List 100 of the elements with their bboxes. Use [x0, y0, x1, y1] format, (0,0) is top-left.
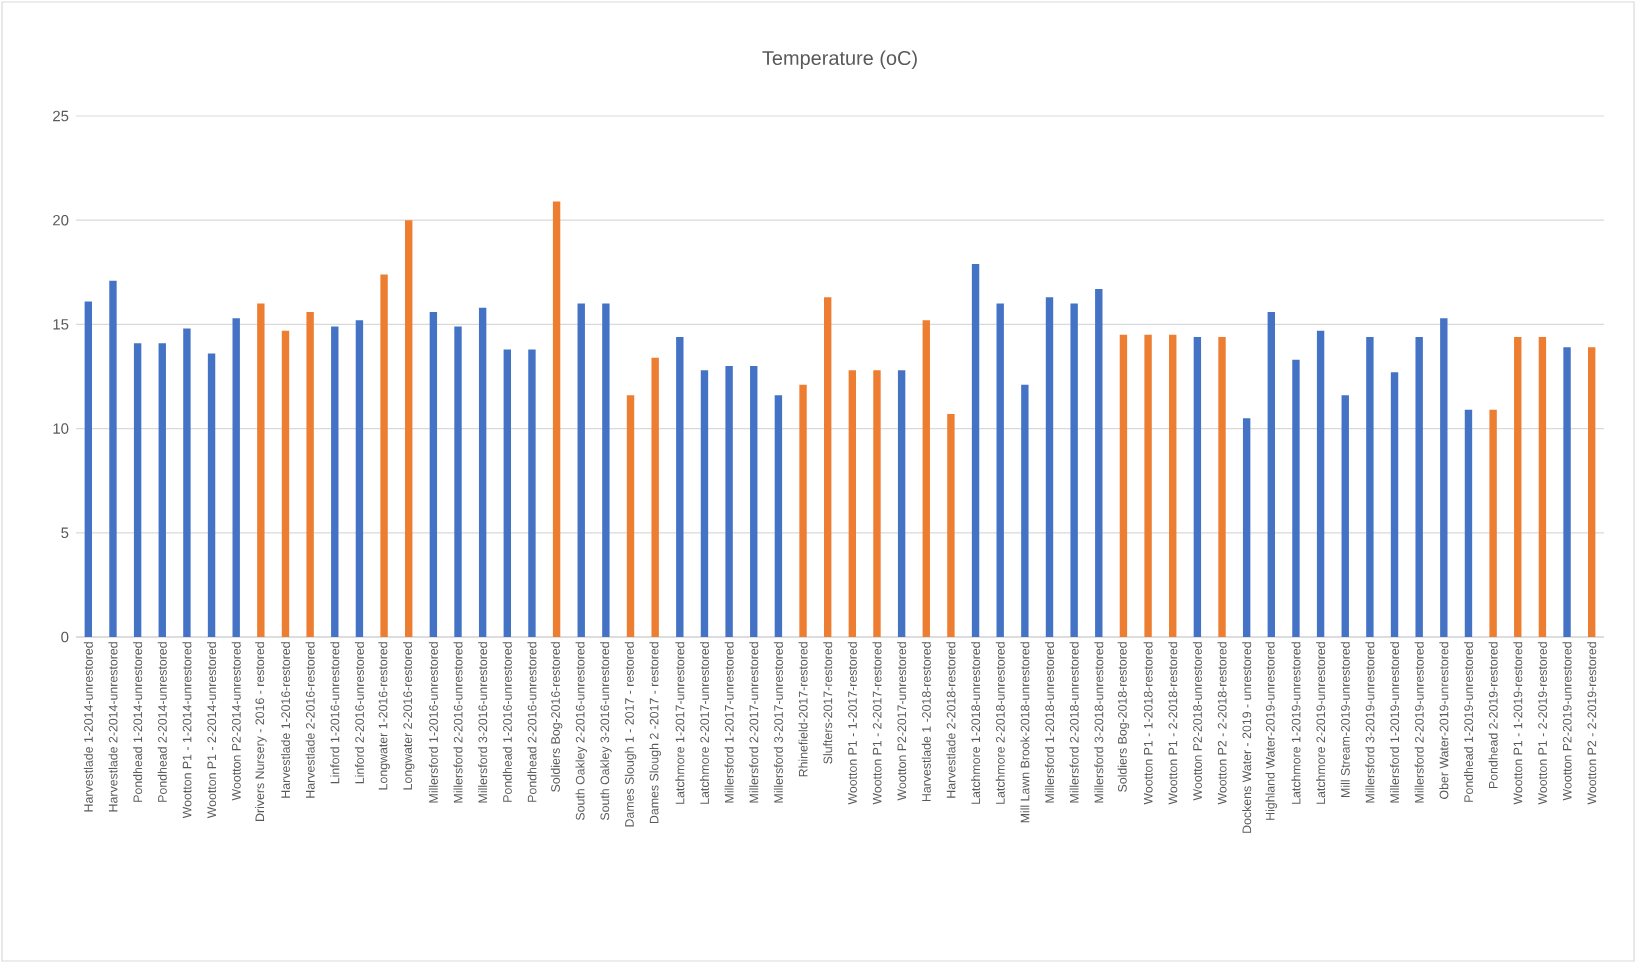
- bar: [1489, 409, 1497, 637]
- bar: [503, 349, 511, 637]
- bar: [281, 330, 290, 637]
- x-tick-label: Dames Slough 1 - 2017 - restored: [624, 642, 637, 827]
- x-tick-label: Millersford 2-2016-unrestored: [453, 642, 463, 803]
- bar: [1292, 359, 1300, 637]
- bar: [478, 307, 487, 637]
- bar: [750, 366, 758, 637]
- bar: [232, 318, 240, 637]
- x-tick-label: Drivers Nursery - 2016 - restored: [255, 642, 267, 821]
- bar: [1538, 336, 1547, 637]
- x-tick-label: Soldiers Bog-2018-restored: [1117, 642, 1130, 792]
- x-tick-label: Pondhead 1-2019-unrestored: [1463, 642, 1474, 802]
- bar: [873, 370, 881, 637]
- y-tick-label: 25: [53, 110, 69, 122]
- x-tick-label: Pondhead 1-2016-unrestored: [502, 642, 512, 802]
- x-tick-label: Pondhead 2-2019-restored: [1488, 642, 1498, 789]
- bar: [676, 336, 684, 637]
- bar: [971, 263, 980, 637]
- x-tick-label: Slufters-2017-restored: [823, 642, 833, 764]
- bar: [1588, 347, 1596, 637]
- x-tick-label: Dames Slough 2 -2017 - restored: [649, 642, 661, 824]
- x-tick-label: Linford 1-2016-unrestored: [330, 642, 340, 784]
- x-tick-label: Pondhead 1-2014-unrestored: [133, 642, 143, 802]
- bar: [355, 320, 364, 637]
- bar: [306, 311, 314, 637]
- x-tick-label: Harvestlade 1 -2018-restored: [921, 642, 931, 802]
- bar: [133, 343, 142, 637]
- bar: [1095, 288, 1103, 637]
- bar: [552, 201, 561, 637]
- y-tick-label: 0: [61, 631, 69, 643]
- x-tick-label: Harvestlade 2-2016-restored: [305, 642, 315, 798]
- bar: [774, 395, 783, 637]
- bar: [1021, 384, 1029, 637]
- x-tick-label: Linford 2-2016-unrestored: [354, 642, 364, 784]
- y-tick-label: 10: [53, 423, 69, 434]
- bar: [602, 303, 610, 637]
- bar: [799, 384, 807, 637]
- bar: [528, 349, 536, 637]
- bar: [651, 357, 659, 637]
- x-tick-label: Rhinefield-2017-restored: [798, 642, 808, 777]
- x-tick-label: Wootton P2-2014-unrestored: [231, 642, 241, 801]
- bar: [84, 301, 93, 637]
- bar: [1415, 336, 1423, 637]
- x-tick-label: Dockens Water - 2019 - unrestored: [1242, 642, 1252, 833]
- bar: [109, 280, 117, 637]
- x-tick-label: Longwater 1-2016-restored: [378, 642, 390, 790]
- x-tick-label: Millersford 3-2019-unrestored: [1365, 642, 1375, 803]
- x-tick-label: Wootton P1 - 2-2014-unrestored: [207, 642, 217, 819]
- x-tick-label: South Oakley 2-2016-unrestored: [575, 642, 587, 821]
- bar: [183, 328, 191, 637]
- bar: [1193, 336, 1202, 637]
- x-tick-label: Millersford 3-2016-unrestored: [478, 642, 488, 803]
- x-tick-label: Wootton P1 - 1-2019-restored: [1513, 642, 1523, 805]
- y-tick-label: 5: [61, 527, 69, 539]
- x-tick-label: Wootton P1 - 1-2014-unrestored: [182, 642, 192, 819]
- x-tick-label: Millersford 1-2016-unrestored: [428, 642, 438, 803]
- x-tick-label: Highland Water-2019-unrestored: [1265, 642, 1278, 820]
- bar: [897, 370, 906, 637]
- x-tick-label: Millersford 1-2019-unrestored: [1390, 642, 1400, 803]
- x-tick-label: Millersford 2-2017-unrestored: [749, 642, 759, 803]
- bar: [454, 326, 462, 637]
- bar: [1169, 334, 1177, 637]
- x-tick-label: Millersford 1-2017-unrestored: [724, 642, 734, 803]
- bar: [823, 297, 832, 637]
- bar: [700, 370, 709, 637]
- bar: [947, 414, 955, 637]
- x-tick-label: Millersford 3-2017-unrestored: [773, 642, 783, 803]
- x-tick-label: Wootton P1 - 2-2019-restored: [1537, 642, 1547, 805]
- bar: [405, 220, 413, 637]
- bar: [1045, 297, 1054, 637]
- x-tick-label: Millersford 1-2018-unrestored: [1044, 642, 1055, 803]
- bar: [996, 303, 1004, 637]
- bar: [207, 353, 216, 637]
- x-tick-label: Wootton P1 - 1-2017-restored: [847, 642, 857, 805]
- x-tick-label: Millersford 2-2018-unrestored: [1069, 642, 1079, 803]
- x-tick-label: Latchmore 2-2019-unrestored: [1316, 642, 1326, 804]
- bar: [725, 366, 733, 637]
- x-tick-label: Latchmore 2-2017-unrestored: [699, 642, 709, 804]
- bar: [1464, 409, 1473, 637]
- x-tick-label: Harvestlade 2-2018-restored: [946, 642, 956, 798]
- x-tick-label: Millersford 3-2018-unrestored: [1094, 642, 1104, 803]
- x-tick-label: Latchmore 2-2018-unrestored: [995, 642, 1005, 804]
- x-tick-label: Pondhead 2-2014-unrestored: [157, 642, 167, 802]
- x-tick-label: Latchmore 1-2019-unrestored: [1291, 642, 1301, 804]
- x-tick-label: Latchmore 1-2018-unrestored: [971, 642, 981, 804]
- x-tick-label: Soldiers Bog-2016-restored: [550, 642, 563, 792]
- x-tick-label: Wootton P2 - 2-2019-restored: [1587, 642, 1597, 805]
- x-tick-label: Mill Stream-2019-unrestored: [1340, 642, 1350, 797]
- x-tick-label: Wootton P2-2017-unrestored: [897, 642, 907, 801]
- bar: [1218, 336, 1226, 637]
- x-tick-label: South Oakley 3-2016-unrestored: [600, 642, 612, 821]
- bar: [1440, 318, 1448, 637]
- y-tick-label: 20: [53, 214, 69, 226]
- bar: [380, 274, 388, 637]
- x-tick-label: Wootton P1 - 2-2018-restored: [1168, 642, 1178, 805]
- bar: [331, 326, 339, 637]
- x-tick-label: Wootton P2-2018-unrestored: [1192, 642, 1202, 801]
- bar: [1316, 330, 1325, 637]
- x-tick-label: Wootton P2 - 2-2018-restored: [1217, 642, 1227, 805]
